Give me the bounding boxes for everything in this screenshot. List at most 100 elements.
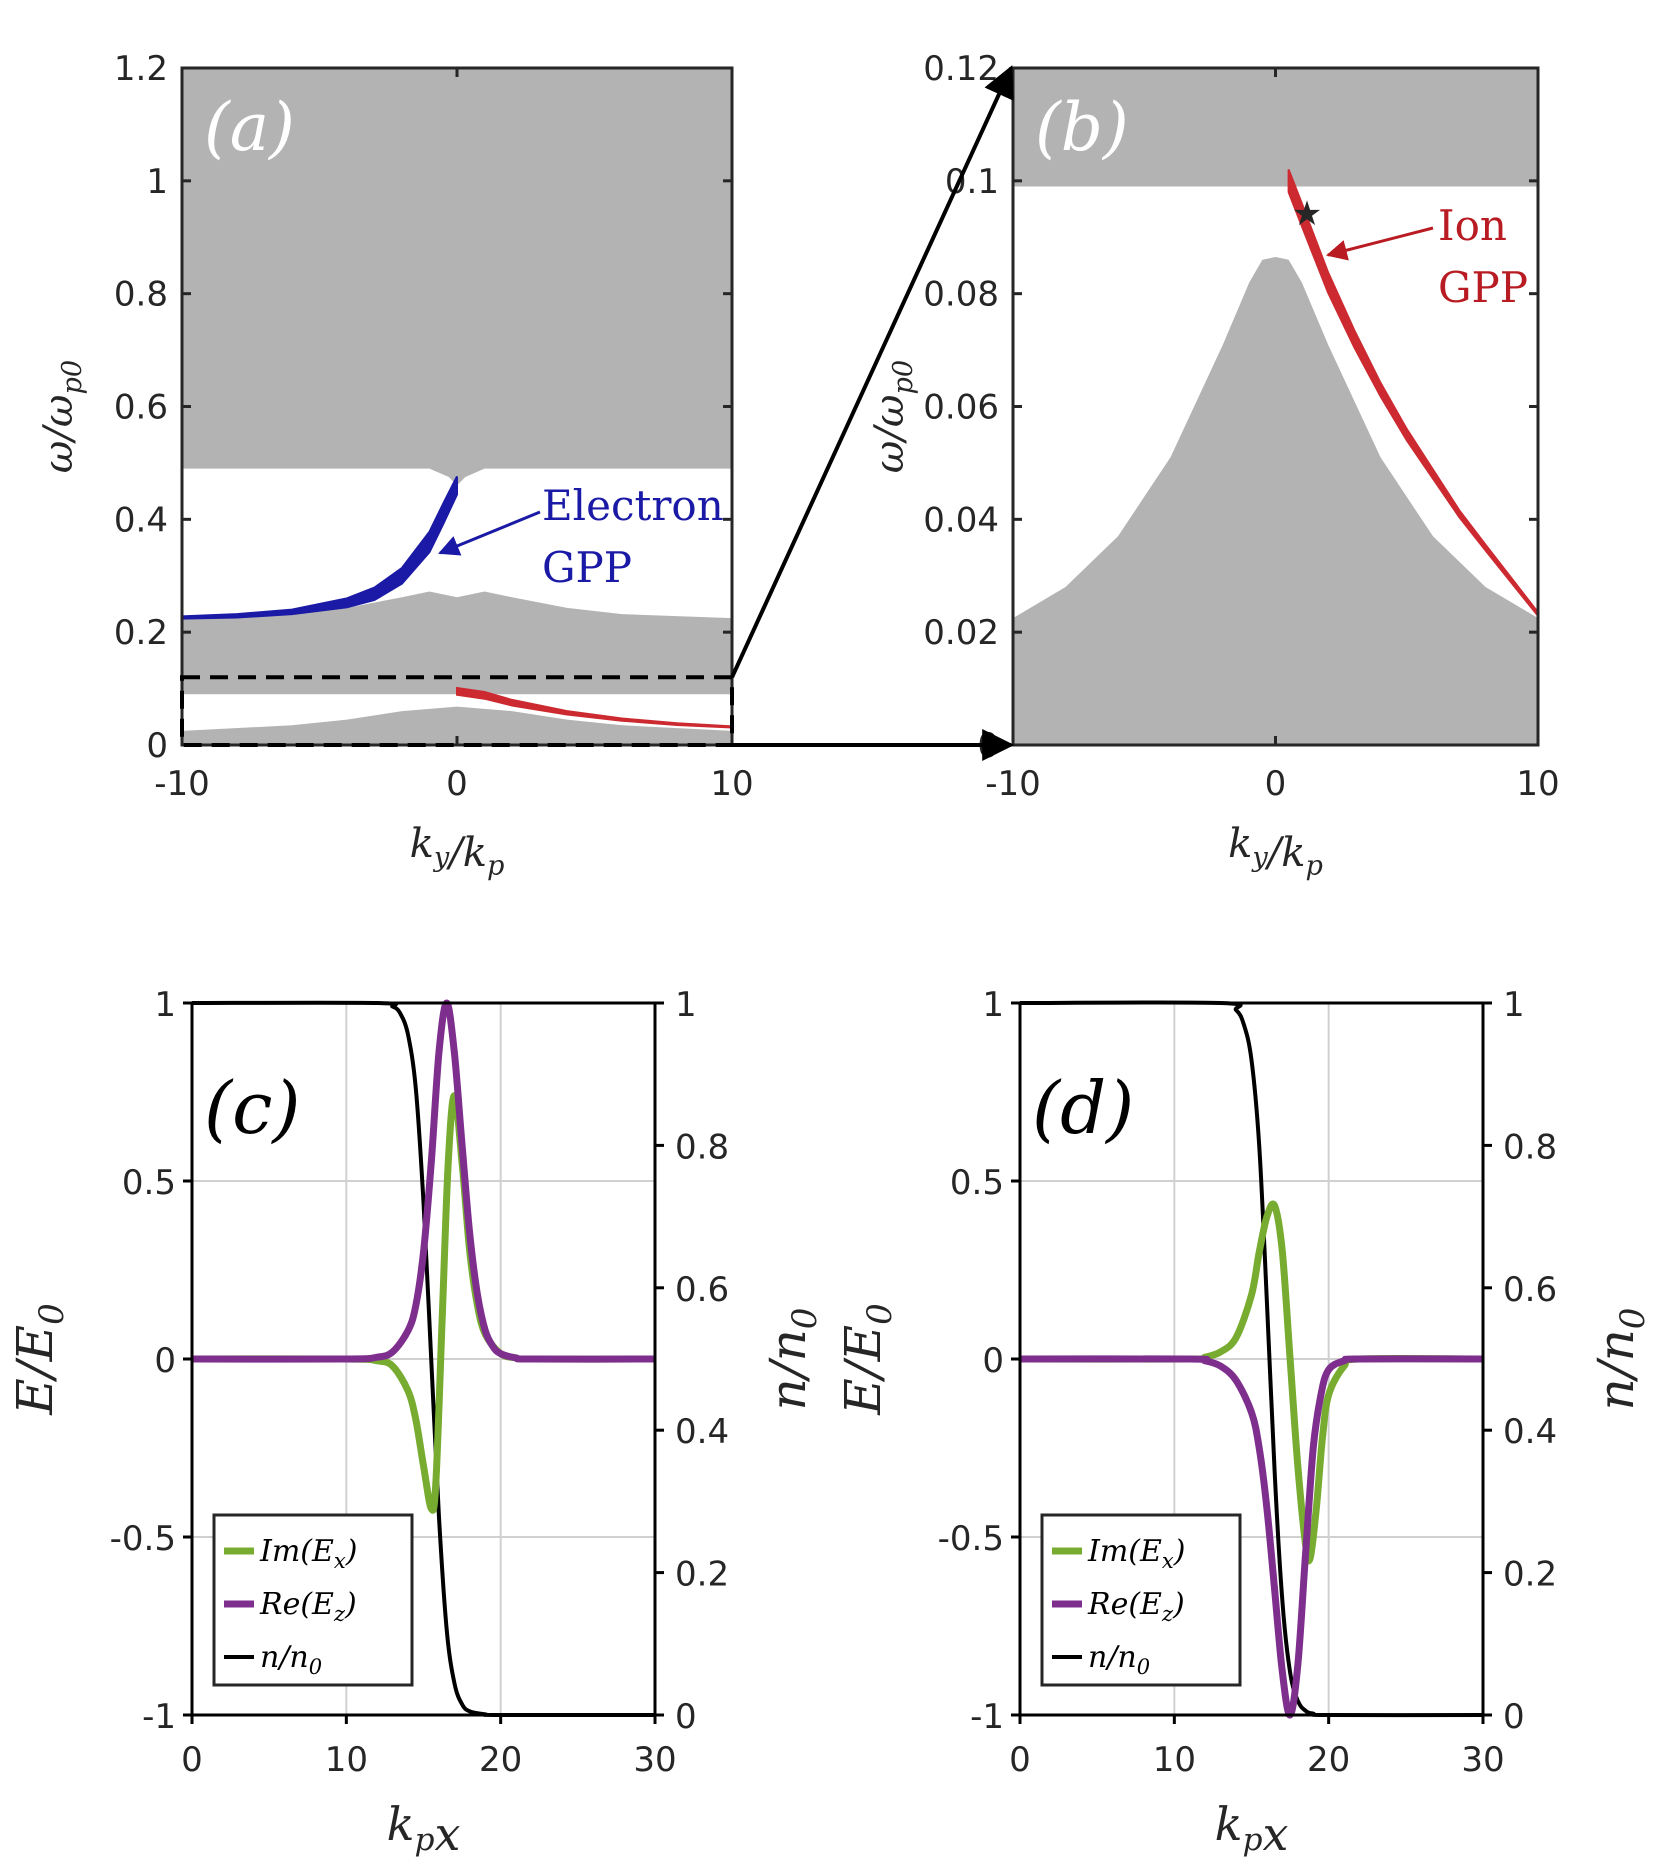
y-axis-label-part: ω/ω — [36, 394, 82, 473]
y-right-tick-label: 0.4 — [675, 1412, 729, 1452]
y-tick-label: 0.6 — [114, 388, 168, 428]
star-marker: ★ — [1292, 194, 1322, 234]
series-line-im-e-x- — [192, 1092, 655, 1514]
y-right-tick-label: 0.2 — [675, 1555, 729, 1595]
y-axis-label-sub: p0 — [888, 360, 919, 395]
x-tick-label: -10 — [154, 764, 210, 804]
y-axis-label-part: E/E — [6, 1325, 64, 1416]
y-right-axis-label-sub: 0 — [785, 1308, 825, 1330]
y-tick-label: -0.5 — [938, 1519, 1004, 1559]
legend-entry: Re(Ez) — [1087, 1587, 1185, 1626]
y-axis-label-part: E/E — [834, 1325, 892, 1416]
x-tick-label: 10 — [325, 1740, 368, 1780]
y-right-tick-label: 1 — [1503, 985, 1525, 1025]
y-right-tick-label: 1 — [675, 985, 697, 1025]
x-tick-label: 0 — [446, 764, 468, 804]
y-tick-label: 0.02 — [923, 613, 999, 653]
y-right-axis-label-sub: 0 — [1613, 1308, 1653, 1330]
y-tick-label: 1 — [146, 162, 168, 202]
series-line-re-e-z- — [192, 999, 655, 1363]
continuum-band-middle-continuum — [182, 591, 732, 695]
y-right-axis-label-part: n/n — [759, 1329, 817, 1410]
y-tick-label: 0.4 — [114, 500, 168, 540]
mode-ion-gpp — [1287, 169, 1538, 618]
y-tick-label: -1 — [142, 1697, 176, 1737]
legend: Im(Ex)Re(Ez)n/n0 — [1040, 1513, 1242, 1687]
legend-entry-sub: x — [1162, 1549, 1174, 1573]
y-right-tick-label: 0.6 — [1503, 1270, 1557, 1310]
x-axis-label-sub: p — [487, 851, 504, 882]
x-tick-label: 10 — [1516, 764, 1559, 804]
legend: Im(Ex)Re(Ez)n/n0 — [212, 1513, 414, 1687]
y-tick-label: 1 — [982, 985, 1004, 1025]
legend-entry: n/n0 — [260, 1640, 322, 1679]
x-axis-label-part: k — [410, 821, 434, 867]
series-line-im-e-x- — [1020, 1200, 1483, 1565]
y-right-axis-label: n/n0 — [759, 1308, 825, 1411]
y-right-axis-label: n/n0 — [1587, 1308, 1653, 1411]
continuum-band-upper-continuum — [182, 68, 732, 486]
y-tick-label: 1 — [154, 985, 176, 1025]
series-line-re-e-z- — [1020, 1355, 1483, 1719]
panel-label-d: (d) — [1032, 1066, 1134, 1150]
y-tick-label: 0 — [154, 1341, 176, 1381]
continuum-band-upper-continuum — [1013, 68, 1538, 187]
x-tick-label: 30 — [1461, 1740, 1504, 1780]
y-right-tick-label: 0 — [675, 1697, 697, 1737]
legend-entry-sub: 0 — [309, 1655, 322, 1679]
y-axis-label-sub: p0 — [57, 360, 88, 395]
y-axis-label-sub: 0 — [32, 1303, 72, 1325]
legend-entry-close: ) — [1172, 1587, 1185, 1622]
y-tick-label: 0.04 — [923, 500, 999, 540]
y-right-tick-label: 0.4 — [1503, 1412, 1557, 1452]
y-tick-label: 0 — [982, 1341, 1004, 1381]
y-tick-label: 0.5 — [122, 1163, 176, 1203]
panel-label-b: (b) — [1035, 89, 1129, 166]
legend-entry: Im(Ex) — [259, 1534, 357, 1573]
y-tick-label: 0.2 — [114, 613, 168, 653]
legend-entry-sub: z — [1161, 1602, 1174, 1626]
x-axis-label-part: x — [1262, 1807, 1288, 1861]
x-axis-label: ky/kp — [1228, 821, 1323, 882]
y-tick-label: 0.12 — [923, 49, 999, 89]
x-axis-label-part: k — [1215, 1797, 1243, 1851]
x-tick-label: 10 — [1153, 1740, 1196, 1780]
series-line-n-n-0 — [192, 1000, 655, 1718]
x-tick-label: 0 — [1009, 1740, 1031, 1780]
x-axis-label-sub: y — [432, 842, 450, 873]
x-axis-label-part: /k — [445, 830, 487, 876]
annotation-electron-label: Electron — [542, 481, 724, 530]
x-tick-label: 20 — [479, 1740, 522, 1780]
x-axis-label: ky/kp — [410, 821, 505, 882]
y-axis-label: ω/ωp0 — [867, 360, 919, 473]
legend-entry-main: Im(E — [1087, 1534, 1162, 1569]
legend-entry-main: Re(E — [259, 1587, 334, 1622]
legend-entry-close: ) — [1173, 1534, 1186, 1569]
continuum-band-lower-continuum — [182, 706, 732, 745]
y-axis-label: E/E0 — [834, 1303, 900, 1415]
plot-area-d — [1020, 1000, 1483, 1719]
zoom-connectors — [180, 65, 1015, 761]
annotation-electron-label-2: GPP — [542, 543, 632, 592]
mode-electron-gpp — [182, 476, 458, 620]
y-axis-label-sub: 0 — [860, 1303, 900, 1325]
y-right-tick-label: 0.2 — [1503, 1555, 1557, 1595]
legend-entry-main: Re(E — [1087, 1587, 1162, 1622]
y-tick-label: 0.08 — [923, 275, 999, 315]
x-axis-label-part: k — [387, 1797, 415, 1851]
x-axis-label-sub: p — [1305, 851, 1322, 882]
legend-entry: Im(Ex) — [1087, 1534, 1185, 1573]
y-right-tick-label: 0 — [1503, 1697, 1525, 1737]
legend-entry-main: Im(E — [259, 1534, 334, 1569]
x-axis-label: kpx — [1215, 1797, 1289, 1861]
x-tick-label: 0 — [1265, 764, 1287, 804]
series-line-n-n-0 — [1020, 1000, 1483, 1718]
x-axis-label-sub: p — [1242, 1822, 1262, 1858]
x-tick-label: 10 — [710, 764, 753, 804]
legend-entry-main: n/n — [1088, 1640, 1137, 1675]
legend-entry-close: ) — [345, 1534, 358, 1569]
plot-area-b — [1013, 68, 1538, 745]
x-axis-label-part: x — [434, 1807, 460, 1861]
